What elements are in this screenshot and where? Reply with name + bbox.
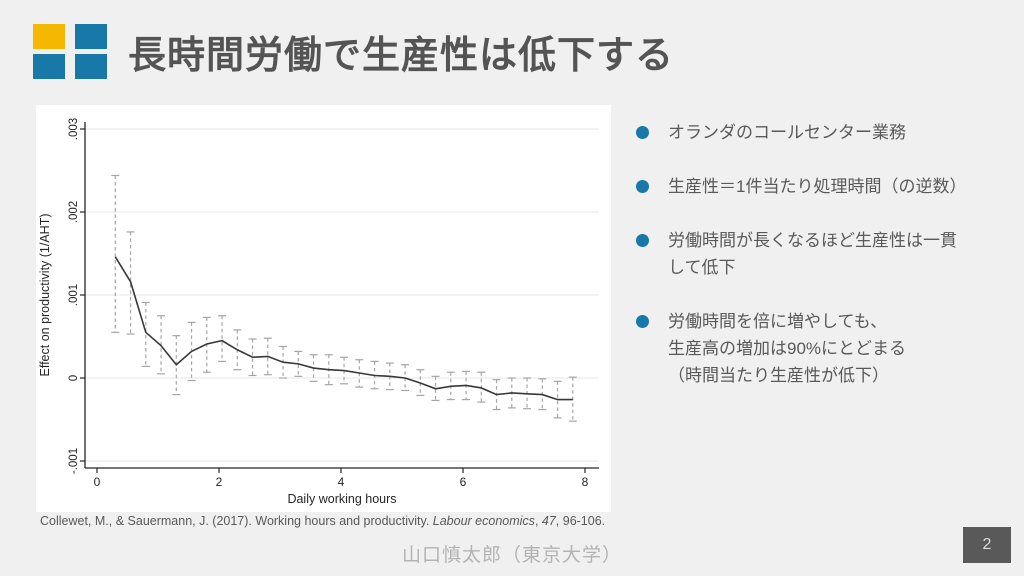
bullet-text: 生産性＝1件当たり処理時間（の逆数） xyxy=(668,177,967,196)
series-line xyxy=(114,256,573,401)
page-title: 長時間労働で生産性は低下する xyxy=(128,35,675,77)
bullet-text: オランダのコールセンター業務 xyxy=(668,123,906,142)
list-item: 生産性＝1件当たり処理時間（の逆数） xyxy=(636,173,1018,200)
page-number-badge: 2 xyxy=(963,527,1011,563)
svg-text:-.001: -.001 xyxy=(68,448,80,474)
logo-square-blue-3 xyxy=(75,54,107,79)
svg-text:.003: .003 xyxy=(68,118,80,140)
bullet-text: 労働時間が長くなるほど生産性は一貫 して低下 xyxy=(668,231,957,277)
svg-text:6: 6 xyxy=(460,475,467,489)
list-item: オランダのコールセンター業務 xyxy=(636,119,1018,146)
bullet-icon xyxy=(636,234,649,247)
logo-square-yellow xyxy=(33,24,65,49)
citation-separator: , xyxy=(534,514,542,528)
bullet-icon xyxy=(636,180,649,193)
citation-volume: 47 xyxy=(541,514,556,528)
svg-text:2: 2 xyxy=(216,475,223,489)
bullet-icon xyxy=(636,126,649,139)
gridlines xyxy=(85,128,599,462)
citation-journal: Labour economics xyxy=(432,514,535,528)
list-item: 労働時間を倍に増やしても、 生産高の増加は90%にとどまる （時間当たり生産性が… xyxy=(636,308,1018,389)
svg-text:.001: .001 xyxy=(68,284,80,306)
productivity-chart: .003 .002 .001 0 -.001 0 2 4 6 8 Daily working hou… xyxy=(38,118,599,506)
svg-text:8: 8 xyxy=(582,475,589,489)
chart-panel: .003 .002 .001 0 -.001 0 2 4 6 8 Daily working hou… xyxy=(36,105,611,512)
bullet-icon xyxy=(636,315,649,328)
svg-text:0: 0 xyxy=(94,475,101,489)
bullet-list: オランダのコールセンター業務 生産性＝1件当たり処理時間（の逆数） 労働時間が長… xyxy=(636,119,1018,416)
logo-square-blue-1 xyxy=(75,24,107,49)
list-item: 労働時間が長くなるほど生産性は一貫 して低下 xyxy=(636,227,1018,281)
citation: Collewet, M., & Sauermann, J. (2017). Wo… xyxy=(40,514,605,528)
y-axis-title: Effect on productivity (1/AHT) xyxy=(38,213,52,376)
bullet-text: 労働時間を倍に増やしても、 生産高の増加は90%にとどまる （時間当たり生産性が… xyxy=(668,312,907,385)
svg-text:0: 0 xyxy=(68,375,80,381)
logo-square-blue-2 xyxy=(33,54,65,79)
citation-pages: , 96-106. xyxy=(555,514,606,528)
svg-text:.002: .002 xyxy=(68,201,80,223)
x-axis-title: Daily working hours xyxy=(287,492,396,506)
logo-icon xyxy=(33,24,107,79)
citation-text: Collewet, M., & Sauermann, J. (2017). Wo… xyxy=(40,514,433,528)
axes: .003 .002 .001 0 -.001 0 2 4 6 8 xyxy=(68,118,599,489)
svg-text:4: 4 xyxy=(338,475,345,489)
footer-author: 山口慎太郎（東京大学） xyxy=(401,545,622,566)
